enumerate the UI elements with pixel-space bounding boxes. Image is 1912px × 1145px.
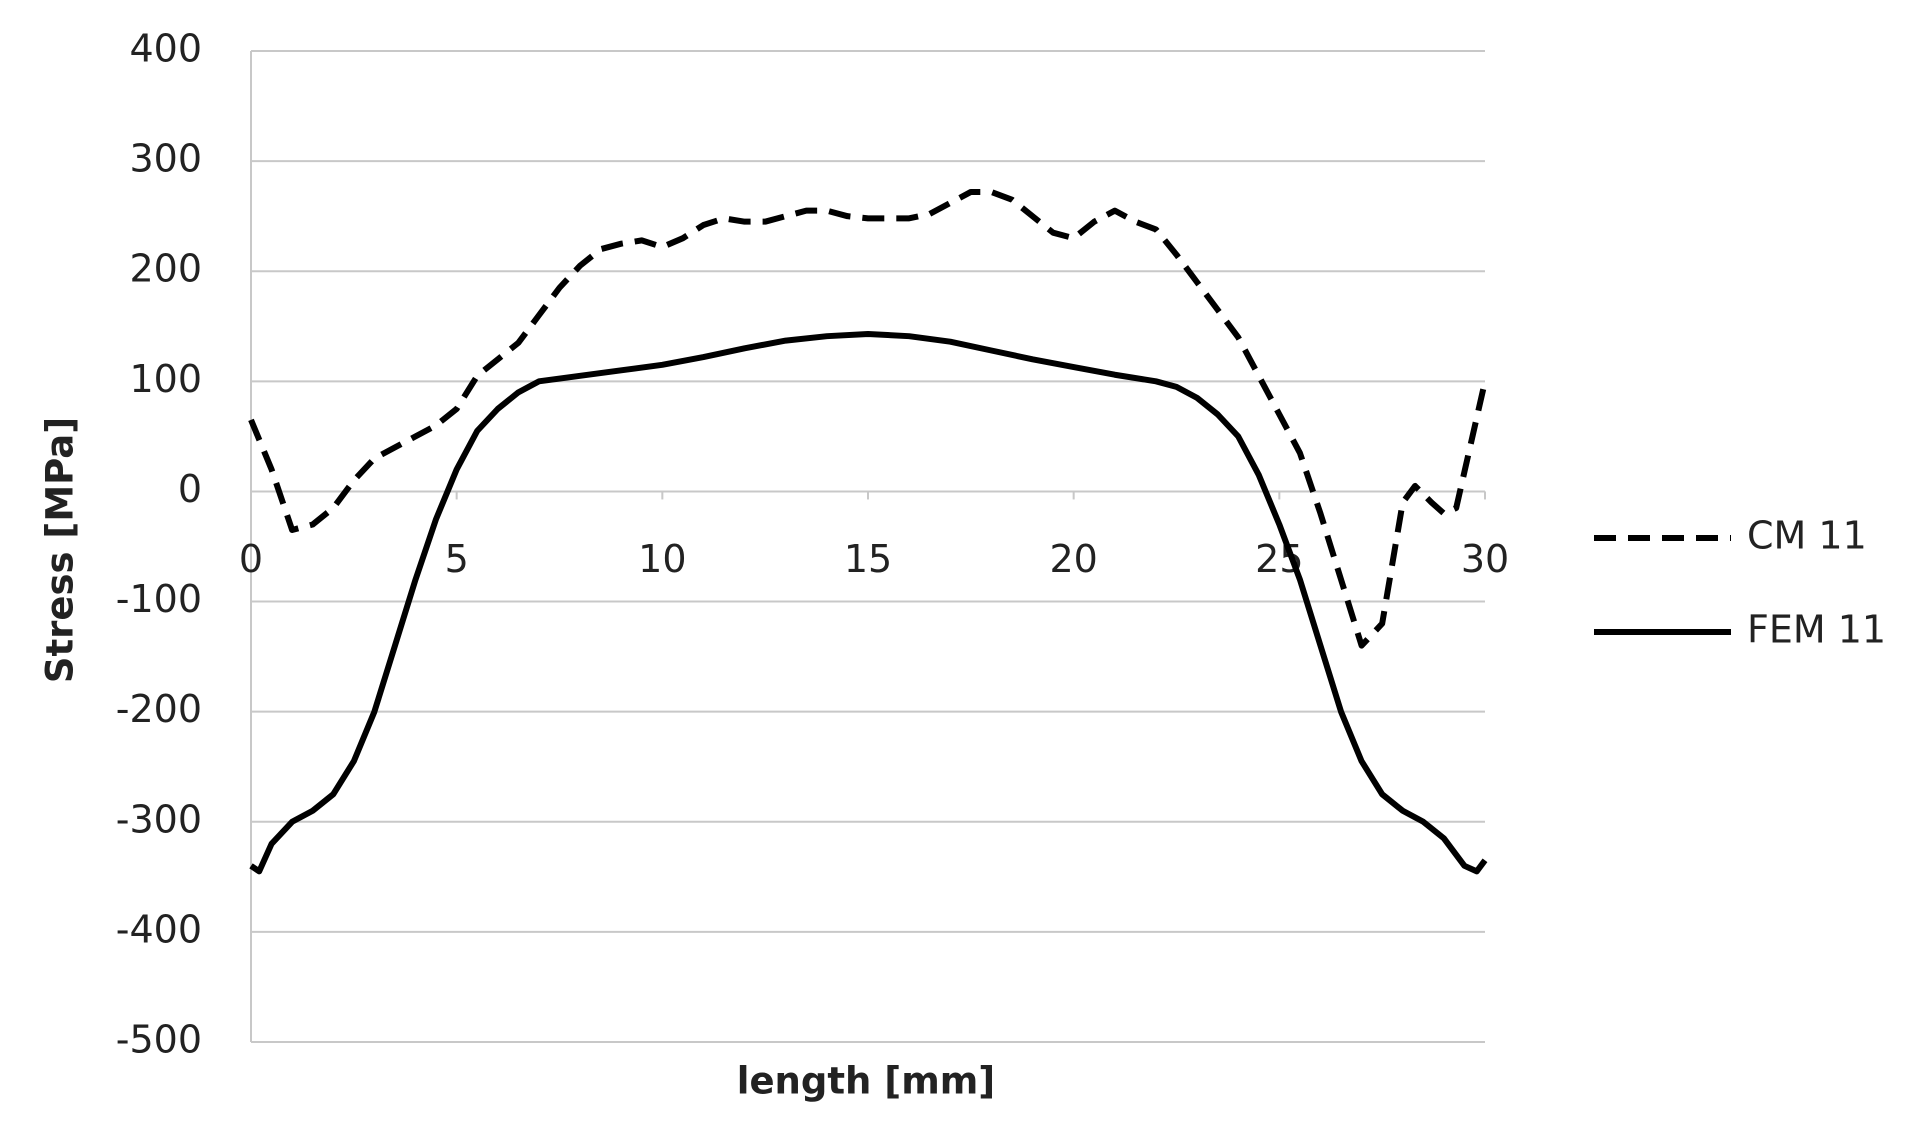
x-tick-label: 5 (445, 537, 469, 581)
x-tick-label: 30 (1461, 537, 1509, 581)
y-tick-label: -100 (116, 577, 202, 621)
y-tick-label: 400 (129, 27, 202, 71)
legend-label: CM 11 (1747, 514, 1867, 558)
x-tick-label: 0 (239, 537, 263, 581)
x-tick-label: 10 (638, 537, 686, 581)
y-tick-label: -500 (116, 1018, 202, 1062)
y-tick-label: 100 (129, 357, 202, 401)
x-axis-title: length [mm] (737, 1060, 995, 1103)
x-tick-label: 20 (1049, 537, 1097, 581)
y-tick-label: 0 (178, 467, 202, 511)
data-line (249, 330, 1488, 875)
y-tick-label: 300 (129, 137, 202, 181)
legend-label: FEM 11 (1747, 608, 1886, 652)
y-tick-label: -300 (116, 797, 202, 841)
y-axis-title: Stress [MPa] (39, 417, 82, 683)
y-tick-label: 200 (129, 247, 202, 291)
x-tick-label: 15 (844, 537, 892, 581)
data-line (248, 188, 1488, 649)
y-tick-label: -200 (116, 687, 202, 731)
y-tick-label: -400 (116, 907, 202, 951)
